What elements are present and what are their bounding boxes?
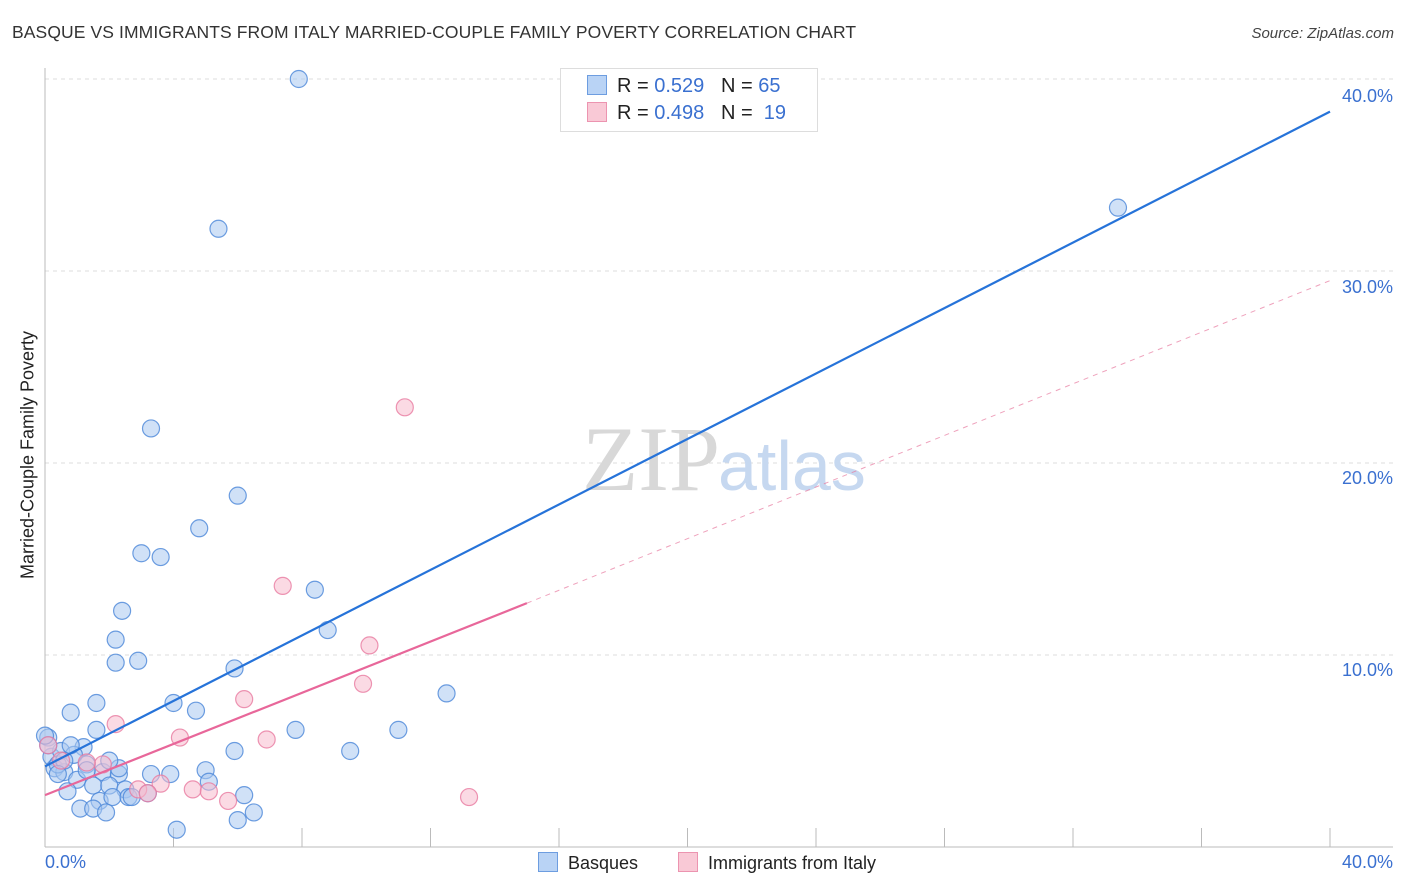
blue-swatch-icon: [538, 852, 558, 872]
italy-point: [273, 576, 292, 595]
basques-point: [437, 684, 456, 703]
italy-point: [219, 791, 238, 811]
pink-swatch-icon: [587, 102, 607, 122]
basques-point: [112, 601, 132, 620]
r-value: 0.498: [654, 102, 705, 124]
chart-source: Source: ZipAtlas.com: [1251, 25, 1394, 42]
blue-swatch-icon: [587, 75, 607, 95]
basques-point: [244, 803, 263, 822]
basques-point: [61, 703, 80, 722]
watermark-atlas: atlas: [718, 427, 866, 505]
r-label: R =: [617, 75, 649, 97]
basques-point: [186, 701, 206, 720]
italy-point: [138, 784, 157, 803]
x-tick-label: 40.0%: [1341, 852, 1393, 872]
watermark-zip: ZIP: [582, 408, 720, 510]
italy-point: [183, 780, 202, 799]
basques-trend-line: [44, 110, 1331, 768]
y-tick-label: 40.0%: [1341, 86, 1393, 106]
legend-row-italy: R = 0.498 N = 19: [587, 102, 786, 125]
basques-point: [151, 547, 170, 567]
basques-point: [228, 486, 247, 505]
basques-point: [106, 653, 125, 672]
n-value: 19: [763, 102, 787, 124]
r-label: R =: [617, 102, 649, 124]
italy-point: [235, 690, 254, 709]
legend-label: Basques: [568, 853, 639, 873]
basques-point: [84, 776, 103, 795]
basques-point: [209, 219, 228, 238]
n-label: N =: [720, 75, 753, 97]
italy-point: [360, 636, 379, 655]
basques-point: [225, 659, 244, 678]
y-axis-label: Married-Couple Family Poverty: [17, 330, 38, 580]
italy-point: [151, 774, 170, 793]
italy-trend-extension: [526, 280, 1331, 604]
italy-trend-line: [44, 602, 528, 797]
basques-point: [96, 803, 116, 822]
italy-point: [459, 787, 479, 807]
basques-point: [1108, 198, 1128, 217]
stats-legend: R = 0.529 N = 65 R = 0.498 N = 19: [560, 68, 818, 132]
italy-point: [395, 398, 414, 417]
pink-swatch-icon: [678, 852, 698, 872]
n-label: N =: [720, 102, 753, 124]
y-tick-label: 10.0%: [1341, 660, 1393, 680]
italy-point: [257, 730, 276, 749]
basques-point: [389, 720, 408, 739]
basques-point: [87, 720, 106, 739]
chart-title: BASQUE VS IMMIGRANTS FROM ITALY MARRIED-…: [12, 22, 857, 42]
italy-point: [353, 674, 373, 693]
legend-label: Immigrants from Italy: [708, 853, 877, 873]
italy-point: [199, 782, 218, 801]
basques-point: [106, 630, 125, 649]
y-tick-label: 20.0%: [1341, 468, 1393, 488]
basques-point: [190, 519, 209, 538]
basques-point: [87, 693, 106, 713]
x-tick-label: 0.0%: [45, 852, 87, 872]
basques-point: [167, 820, 186, 839]
basques-point: [129, 651, 148, 670]
r-value: 0.529: [654, 75, 705, 97]
basques-point: [228, 811, 247, 830]
italy-point: [77, 753, 96, 772]
basques-point: [289, 69, 308, 89]
basques-point: [141, 419, 161, 438]
basques-point: [225, 741, 244, 761]
legend-item-italy: Immigrants from Italy: [678, 852, 876, 874]
n-value: 65: [758, 75, 781, 97]
basques-point: [286, 720, 305, 739]
basques-point: [132, 544, 151, 563]
basques-point: [305, 580, 324, 599]
italy-point: [39, 736, 58, 755]
basques-point: [341, 741, 360, 761]
y-tick-label: 30.0%: [1341, 277, 1393, 297]
basques-point: [103, 787, 122, 807]
basques-point: [318, 620, 337, 640]
legend-row-basques: R = 0.529 N = 65: [587, 75, 780, 98]
basques-point: [235, 786, 254, 805]
legend-item-basques: Basques: [538, 852, 638, 874]
